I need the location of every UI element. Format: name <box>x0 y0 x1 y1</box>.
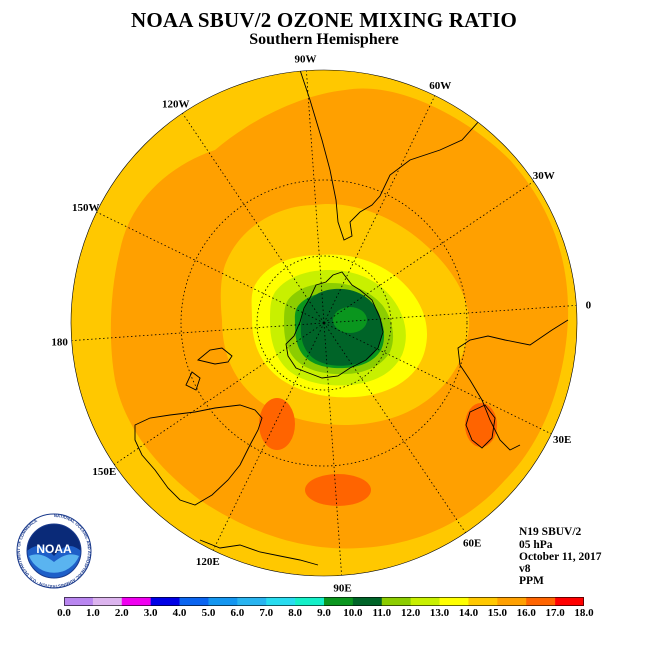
colorbar-label: 16.0 <box>516 607 536 619</box>
colorbar-label: 18.0 <box>574 607 594 619</box>
colorbar-swatch <box>208 597 238 606</box>
colorbar-swatch <box>381 597 411 606</box>
lon-label-90e: 90E <box>333 582 351 594</box>
colorbar-swatch <box>266 597 296 606</box>
colorbar-label: 3.0 <box>143 607 158 619</box>
colorbar-label: 9.0 <box>317 607 331 619</box>
colorbar-swatch <box>121 597 151 606</box>
graticule <box>71 70 577 576</box>
lon-label-30w: 30W <box>533 170 555 182</box>
map-border <box>70 69 578 577</box>
noaa-logo-icon: NOAA NATIONAL OCEANIC AND ATMOSPHERIC AD… <box>16 513 92 589</box>
colorbar-swatch <box>150 597 180 606</box>
colorbar-label: 5.0 <box>201 607 216 619</box>
info-satellite: N19 SBUV/2 <box>519 526 582 538</box>
field-16ppm-patch-1 <box>259 398 295 450</box>
lon-label-60e: 60E <box>463 538 481 550</box>
colorbar-label: 11.0 <box>372 607 392 619</box>
south-america-coast <box>299 70 491 241</box>
colorbar-swatch <box>468 597 498 606</box>
colorbar-label: 10.0 <box>343 607 363 619</box>
longitude-labels: 0 30E 60E 90E 120E 150E 180 150W 120W 90W 60W 30W <box>51 54 591 595</box>
field-16ppm-patch-2 <box>305 474 371 506</box>
colorbar-label: 4.0 <box>172 607 187 619</box>
colorbar-swatch <box>352 597 383 606</box>
colorbar-swatch <box>179 597 209 606</box>
colorbar-swatch <box>92 597 123 606</box>
colorbar-label: 0.0 <box>57 607 71 619</box>
lon-label-30e: 30E <box>553 434 571 446</box>
colorbar-label: 7.0 <box>259 607 274 619</box>
lon-label-60w: 60W <box>429 80 451 92</box>
info-date: October 11, 2017 <box>519 551 602 563</box>
colorbar-swatch <box>324 597 354 606</box>
new-zealand-coast <box>185 347 233 391</box>
colorbar-label: 15.0 <box>487 607 507 619</box>
coastlines <box>119 70 569 566</box>
colorbar-label: 1.0 <box>86 607 100 619</box>
colorbar-swatch <box>64 597 94 606</box>
field-core <box>333 307 367 333</box>
colorbar-swatch <box>497 597 527 606</box>
lon-label-120e: 120E <box>196 556 220 568</box>
noaa-logo-text: NOAA <box>36 542 72 556</box>
colorbar-label: 2.0 <box>114 607 129 619</box>
colorbar-swatch <box>410 597 440 606</box>
lon-label-90w: 90W <box>295 54 317 66</box>
colorbar <box>64 597 584 606</box>
ozone-field <box>71 70 577 576</box>
madagascar-coast <box>465 404 496 449</box>
colorbar-swatch <box>439 597 469 606</box>
lon-label-180: 180 <box>51 337 68 349</box>
colorbar-swatch <box>526 597 556 606</box>
colorbar-swatch <box>295 597 325 606</box>
australia-coast <box>134 404 263 506</box>
lon-label-120w: 120W <box>162 98 190 110</box>
lon-label-150w: 150W <box>72 202 100 214</box>
page-subtitle: Southern Hemisphere <box>249 31 399 48</box>
africa-coast <box>457 319 569 451</box>
page-title: NOAA SBUV/2 OZONE MIXING RATIO <box>131 8 517 32</box>
info-version: v8 <box>519 563 531 575</box>
colorbar-label: 14.0 <box>458 607 479 619</box>
antarctica-coast <box>285 271 384 379</box>
info-level: 05 hPa <box>519 539 553 551</box>
lon-label-150e: 150E <box>92 466 116 478</box>
parallel-60s <box>256 255 392 391</box>
parallel-30s <box>180 179 468 467</box>
colorbar-swatch <box>555 597 584 606</box>
colorbar-label: 6.0 <box>230 607 245 619</box>
field-16ppm-patch-3 <box>465 403 497 447</box>
colorbar-label: 8.0 <box>288 607 302 619</box>
colorbar-swatch <box>237 597 267 606</box>
colorbar-label: 13.0 <box>429 607 450 619</box>
colorbar-label: 17.0 <box>545 607 565 619</box>
info-units: PPM <box>519 575 544 587</box>
colorbar-label: 12.0 <box>401 607 421 619</box>
lon-label-0: 0 <box>586 300 592 312</box>
